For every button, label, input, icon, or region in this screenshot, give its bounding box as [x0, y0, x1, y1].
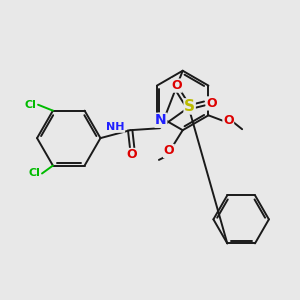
- Text: O: O: [164, 145, 174, 158]
- Text: Cl: Cl: [28, 169, 40, 178]
- Text: O: O: [206, 97, 217, 110]
- Text: NH: NH: [106, 122, 124, 132]
- Text: S: S: [184, 99, 195, 114]
- Text: O: O: [223, 114, 234, 127]
- Text: O: O: [127, 148, 137, 161]
- Text: N: N: [155, 113, 167, 127]
- Text: Cl: Cl: [24, 100, 36, 110]
- Text: O: O: [171, 79, 182, 92]
